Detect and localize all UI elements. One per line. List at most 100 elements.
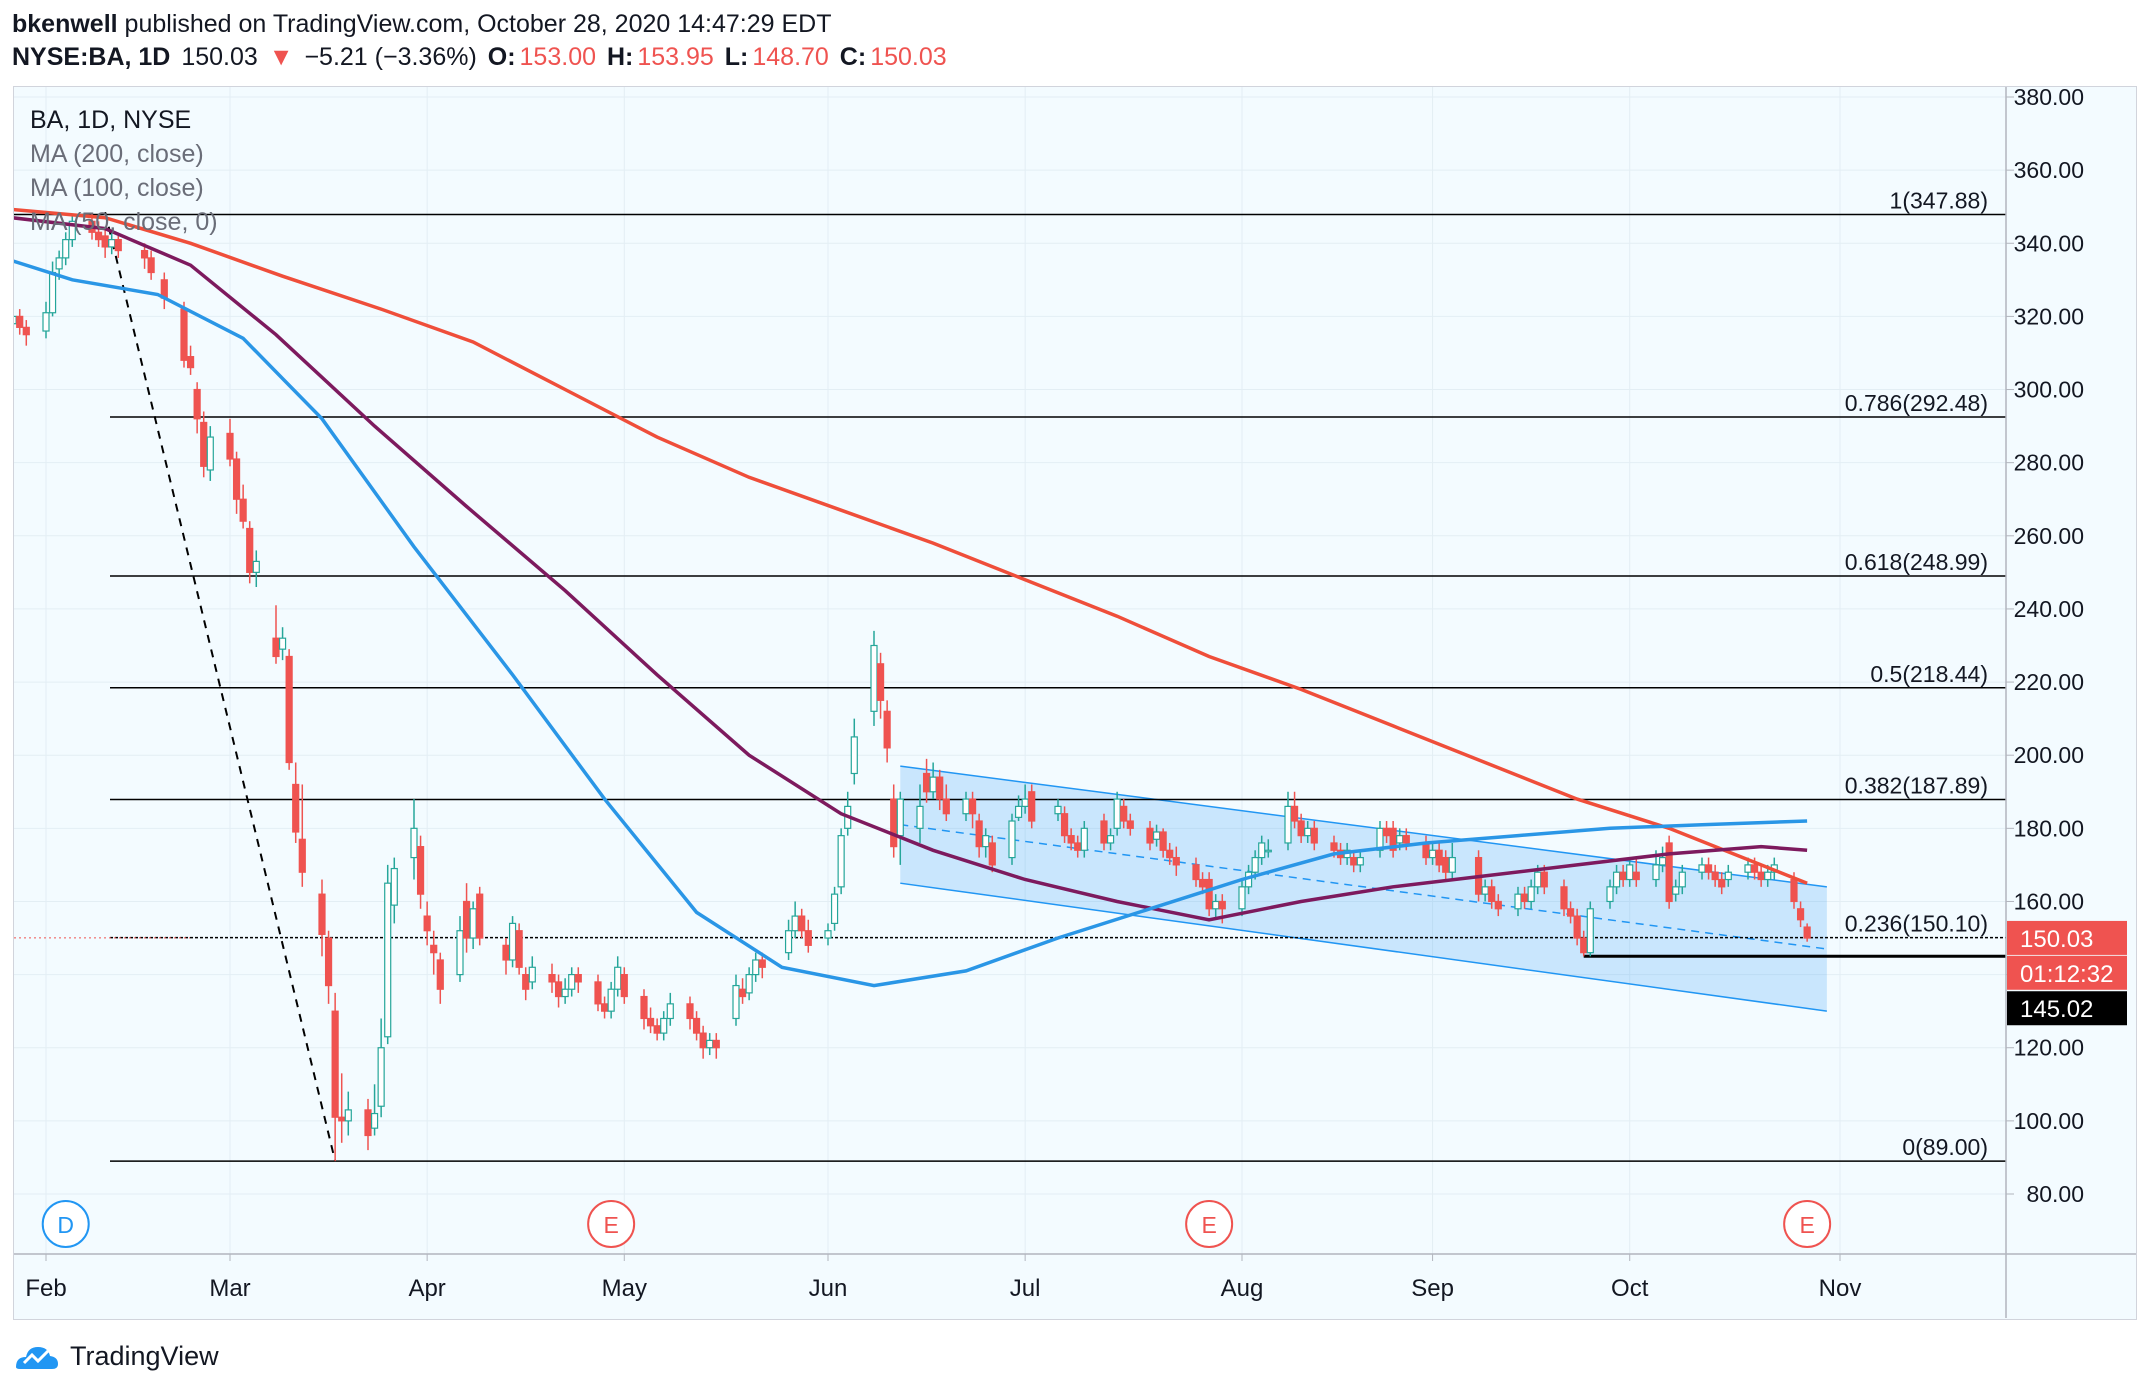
candle-body	[180, 308, 188, 361]
candle-body	[1159, 831, 1167, 851]
candle-body	[896, 798, 904, 837]
candle-body	[416, 846, 425, 895]
candle-body	[574, 973, 582, 983]
candle-body	[423, 915, 431, 932]
candle-body	[1060, 813, 1069, 837]
y-tick-label: 180.00	[2014, 815, 2084, 841]
candle-body	[745, 973, 753, 994]
candle-body	[568, 973, 576, 990]
candle-body	[1566, 908, 1575, 917]
candle-body	[384, 882, 392, 1038]
candle-body	[870, 644, 878, 712]
fib-level-label: 0.786(292.48)	[1845, 390, 1988, 416]
brand-name[interactable]: TradingView	[70, 1340, 219, 1371]
candle-body	[147, 257, 155, 274]
fib-level-label: 0.5(218.44)	[1870, 661, 1988, 687]
candle-body	[1304, 827, 1312, 837]
candle-body	[1665, 842, 1673, 903]
candle-body	[298, 838, 306, 873]
candle-body	[272, 637, 280, 658]
candle-body	[14, 315, 17, 325]
candle-body	[712, 1039, 720, 1049]
candle-body	[1152, 831, 1161, 840]
candle-body	[1067, 835, 1075, 844]
candle-body	[344, 1109, 352, 1122]
candle-body	[666, 1003, 674, 1020]
candle-body	[614, 966, 622, 990]
candle-body	[1008, 820, 1016, 859]
event-marker	[1185, 1200, 1234, 1248]
candle-body	[922, 772, 931, 793]
candle-body	[252, 560, 260, 573]
candle-body	[660, 1017, 668, 1034]
candle-body	[324, 937, 333, 987]
candle-body	[206, 436, 214, 471]
candle-body	[1028, 791, 1036, 822]
event-marker-label: E	[1799, 1212, 1814, 1238]
candle-body	[292, 783, 300, 833]
ma100-line	[14, 259, 1808, 988]
candle-body	[1290, 805, 1299, 822]
price-badge-label: 150.03	[2020, 926, 2093, 953]
down-arrow-icon: ▼	[268, 43, 294, 71]
candle-body	[239, 498, 247, 522]
candle-body	[1080, 827, 1088, 851]
candle-body	[1580, 937, 1588, 954]
ma50-line	[14, 216, 1808, 922]
candle-body	[548, 973, 556, 983]
price-chart[interactable]: 1(347.88) 0.786(292.48) 0.618(248.99) 0.5(2…	[0, 0, 2148, 1330]
high-label: H:	[606, 43, 634, 71]
candle-body	[331, 1010, 339, 1118]
candle-body	[232, 458, 241, 500]
candle-body	[338, 1116, 346, 1122]
price-badge-label: 01:12:32	[2020, 961, 2113, 988]
author-name[interactable]: bkenwell	[12, 10, 118, 38]
legend-title[interactable]: BA, 1D, NYSE	[30, 106, 192, 134]
candle-body	[1626, 864, 1634, 881]
candle-body	[1632, 871, 1640, 881]
candle-body	[515, 930, 523, 968]
candle-body	[640, 995, 648, 1020]
low-value: 148.70	[752, 43, 829, 71]
legend-ma50[interactable]: MA (50, close, 0)	[30, 208, 218, 236]
candle-body	[16, 315, 24, 328]
candle-body	[318, 893, 326, 935]
candle-body	[193, 388, 201, 420]
candle-body	[699, 1032, 707, 1049]
candle-body	[758, 959, 766, 968]
candle-body	[1172, 856, 1180, 866]
legend-ma200[interactable]: MA (200, close)	[30, 140, 204, 168]
candle-body	[1014, 805, 1023, 818]
candle-body	[62, 239, 70, 259]
fib-level-label: 0.618(248.99)	[1845, 549, 1988, 575]
candle-body	[1422, 842, 1430, 859]
tradingview-logo-icon[interactable]	[14, 1341, 60, 1371]
candle-body	[1744, 864, 1752, 873]
candle-body	[1376, 827, 1384, 851]
legend-ma100[interactable]: MA (100, close)	[30, 174, 204, 202]
event-marker	[587, 1200, 636, 1248]
candle-body	[1750, 864, 1759, 873]
event-marker	[41, 1200, 90, 1248]
candle-body	[1205, 878, 1213, 910]
y-tick-label: 220.00	[2014, 669, 2084, 695]
candle-body	[456, 930, 464, 976]
x-tick-label: Jun	[809, 1275, 848, 1302]
x-tick-label: Aug	[1221, 1275, 1264, 1302]
candle-body	[278, 637, 287, 650]
close-label: C:	[839, 43, 867, 71]
candle-body	[1284, 805, 1292, 844]
candle-body	[1652, 864, 1660, 881]
candle-body	[1192, 864, 1200, 881]
y-tick-label: 320.00	[2014, 303, 2084, 329]
publish-line: bkenwell published on TradingView.com, O…	[12, 8, 2132, 40]
candle-body	[653, 1025, 661, 1034]
price-change: −5.21 (−3.36%)	[304, 43, 477, 71]
fib-level-label: 1(347.88)	[1890, 187, 1988, 213]
candle-body	[752, 959, 760, 976]
candle-body	[140, 249, 149, 259]
candle-body	[706, 1039, 714, 1049]
candle-body	[55, 257, 63, 270]
candle-body	[1678, 871, 1686, 888]
candle-body	[554, 981, 563, 998]
